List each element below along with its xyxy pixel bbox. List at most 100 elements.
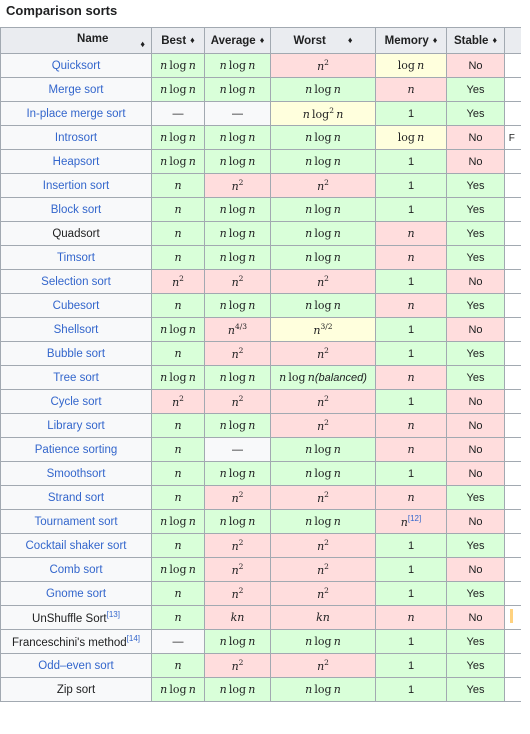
worst-cell: n3/2 [270, 317, 376, 342]
sort-name-link[interactable]: Timsort [57, 251, 95, 264]
citation-link[interactable]: [12] [407, 514, 422, 523]
memory-cell: 1 [375, 677, 447, 702]
stable-value: No [468, 563, 483, 576]
memory-cell: n [375, 77, 447, 102]
complexity-value: n2 [317, 274, 329, 289]
sort-name-link[interactable]: Heapsort [52, 155, 100, 168]
complexity-value: n [174, 299, 182, 312]
complexity-value: 1 [407, 683, 415, 696]
worst-cell: n2 [270, 653, 376, 678]
average-cell: n log n [204, 149, 271, 174]
sort-name-link[interactable]: Gnome sort [45, 587, 107, 600]
worst-cell: n2 [270, 413, 376, 438]
sort-name-link[interactable]: Introsort [54, 131, 98, 144]
complexity-value: n log n [219, 131, 256, 144]
average-cell: n2 [204, 653, 271, 678]
sort-name-link[interactable]: Odd–even sort [38, 659, 114, 672]
memory-cell: n [375, 437, 447, 462]
sort-name-link[interactable]: Library sort [47, 419, 105, 432]
sort-name-link[interactable]: In-place merge sort [26, 107, 126, 120]
worst-cell: n2 [270, 341, 376, 366]
stable-value: Yes [466, 347, 485, 360]
sort-name-link[interactable]: Block sort [50, 203, 102, 216]
column-header-name[interactable]: Name ♦ [0, 27, 152, 54]
sort-name-link[interactable]: Cycle sort [50, 395, 102, 408]
memory-cell: n [375, 413, 447, 438]
overflow-text: F [508, 132, 515, 144]
memory-cell: log n [375, 53, 447, 78]
sort-name-link[interactable]: Smoothsort [46, 467, 106, 480]
header-row: Name ♦ Best ♦ Average ♦ Worst ♦ Memory ♦ Stab… [0, 27, 521, 54]
best-cell: n log n [151, 365, 205, 390]
sort-name-link[interactable]: Selection sort [41, 275, 111, 288]
column-header-best[interactable]: Best ♦ [151, 27, 205, 54]
stable-cell: No [446, 413, 505, 438]
sort-name-cell: Bubble sort [0, 341, 152, 366]
best-cell: n log n [151, 557, 205, 582]
complexity-value: 1 [407, 395, 415, 408]
average-cell: n log n [204, 125, 271, 150]
sort-name-link[interactable]: Strand sort [47, 491, 105, 504]
sort-name-link[interactable]: Patience sorting [34, 443, 118, 456]
complexity-value: n4/3 [227, 322, 248, 337]
column-header-memory[interactable]: Memory ♦ [375, 27, 447, 54]
stable-cell: No [446, 605, 505, 630]
sort-name-link[interactable]: Merge sort [48, 83, 104, 96]
stable-value: Yes [466, 251, 485, 264]
sort-name-cell: Library sort [0, 413, 152, 438]
column-header-average[interactable]: Average ♦ [204, 27, 271, 54]
complexity-value: n2 [231, 586, 244, 601]
sort-name-link[interactable]: Bubble sort [46, 347, 106, 360]
average-cell: n log n [204, 509, 271, 534]
column-header-worst[interactable]: Worst ♦ [270, 27, 376, 54]
complexity-value: n2 [231, 490, 244, 505]
sort-name-cell: Timsort [0, 245, 152, 270]
best-cell: n [151, 461, 205, 486]
stable-cell: No [446, 389, 505, 414]
sort-icon[interactable]: ♦ [259, 34, 265, 45]
overflow-cell [504, 293, 521, 318]
sort-name-link[interactable]: Shellsort [53, 323, 99, 336]
complexity-value: n log n [160, 371, 196, 384]
sort-name-cell: Odd–even sort [0, 653, 152, 678]
complexity-value: n log n [305, 203, 341, 216]
worst-cell: n2 [270, 581, 376, 606]
sort-name-link[interactable]: Quicksort [51, 59, 101, 72]
worst-cell: n log n [270, 149, 376, 174]
sort-icon[interactable]: ♦ [140, 38, 145, 49]
sort-name-text: Zip sort [56, 683, 96, 696]
stable-cell: Yes [446, 629, 505, 654]
stable-value: No [468, 515, 483, 528]
sort-icon[interactable]: ♦ [432, 34, 438, 45]
stable-cell: Yes [446, 293, 505, 318]
sort-name-link[interactable]: Insertion sort [42, 179, 110, 192]
sort-name-cell: In-place merge sort [0, 101, 152, 126]
sort-name-text: Quadsort [52, 227, 100, 240]
memory-cell: 1 [375, 557, 447, 582]
citation-link[interactable]: [13] [106, 610, 120, 619]
memory-cell: n [375, 365, 447, 390]
complexity-value: n2 [317, 58, 329, 73]
sort-name-link[interactable]: Cocktail shaker sort [25, 539, 127, 552]
average-cell: n2 [204, 269, 271, 294]
column-header-stable[interactable]: Stable ♦ [446, 27, 505, 54]
complexity-value: 1 [407, 107, 415, 120]
sort-name-link[interactable]: Tournament sort [34, 515, 118, 528]
sort-name-cell: Franceschini's method[14] [0, 629, 152, 654]
citation-link[interactable]: [14] [126, 634, 141, 643]
memory-cell: 1 [375, 317, 447, 342]
complexity-value: n2 [231, 394, 244, 409]
sort-name-link[interactable]: Cubesort [52, 299, 100, 312]
sort-icon[interactable]: ♦ [492, 34, 498, 45]
average-cell: n2 [204, 485, 271, 510]
sort-icon[interactable]: ♦ [190, 34, 195, 45]
sort-name-link[interactable]: Comb sort [49, 563, 103, 576]
stable-cell: No [446, 269, 505, 294]
memory-cell: n[12] [375, 509, 447, 534]
complexity-value: n2 [231, 178, 244, 193]
sort-name-link[interactable]: Tree sort [53, 371, 99, 384]
memory-cell: 1 [375, 581, 447, 606]
stable-value: Yes [466, 371, 485, 384]
sort-icon[interactable]: ♦ [347, 34, 353, 45]
complexity-value: n2 [172, 394, 184, 409]
